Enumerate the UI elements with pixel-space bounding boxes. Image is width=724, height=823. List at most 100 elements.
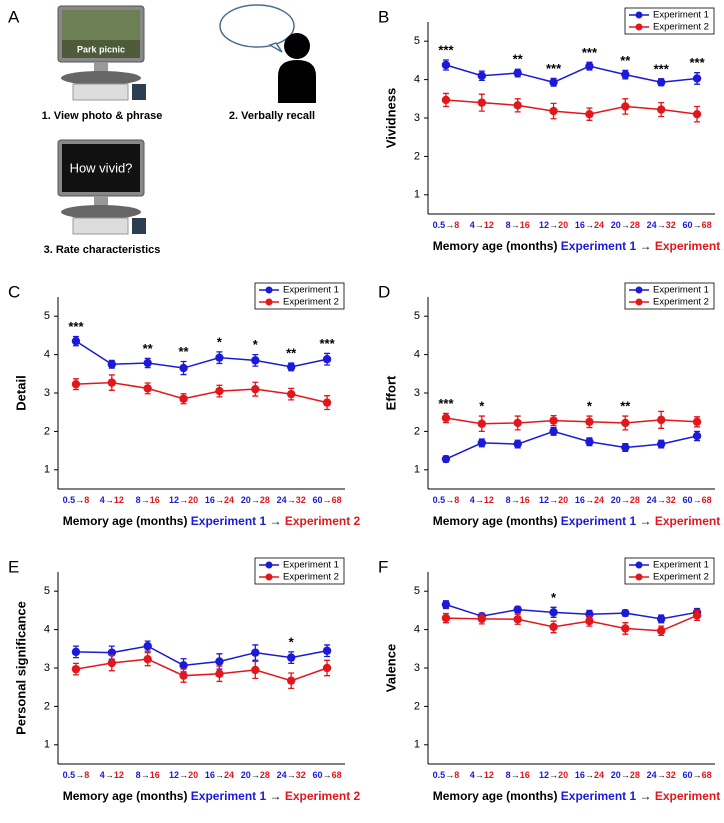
significance: ***: [319, 336, 335, 351]
panel-letter: E: [8, 557, 19, 576]
x-axis-label-from: Experiment 1: [561, 789, 637, 803]
legend-label: Experiment 2: [283, 572, 339, 583]
x-axis-label-text: Memory age (months): [433, 789, 558, 803]
point: [656, 105, 666, 114]
y-tick-label: 5: [414, 35, 420, 47]
point: [692, 431, 702, 441]
x-tick-label: 24→32: [277, 495, 306, 505]
point: [179, 363, 188, 373]
point: [656, 614, 666, 624]
mouse-pad: [132, 218, 146, 234]
significance: **: [286, 345, 297, 360]
series-line: [445, 64, 698, 84]
point: [585, 417, 594, 426]
point: [251, 665, 260, 675]
point: [656, 415, 666, 425]
point: [215, 669, 224, 678]
point: [549, 427, 558, 436]
x-axis-label-from: Experiment 1: [191, 514, 267, 528]
point: [513, 418, 522, 428]
screen: [62, 144, 140, 192]
point: [656, 78, 666, 87]
point: [621, 102, 630, 111]
point: [143, 641, 152, 651]
point: [549, 78, 558, 87]
point: [286, 676, 296, 685]
point: [215, 657, 224, 666]
x-axis-label-arrow: →: [640, 789, 652, 803]
y-axis-label: Detail: [13, 375, 28, 410]
y-tick-label: 1: [414, 189, 420, 201]
point: [143, 358, 152, 368]
y-tick-label: 2: [44, 425, 50, 437]
significance: **: [513, 52, 524, 67]
y-tick-label: 4: [414, 624, 420, 636]
photo-trees: [62, 10, 140, 40]
point: [513, 605, 522, 614]
y-tick-label: 5: [44, 310, 50, 322]
x-axis-label: Memory age (months) Experiment 1 → Exper…: [63, 514, 361, 528]
point: [585, 616, 594, 626]
point: [251, 384, 260, 394]
point: [322, 663, 332, 673]
point: [477, 71, 487, 80]
point: [441, 413, 451, 423]
legend-label: Experiment 1: [283, 285, 339, 296]
significance: ***: [438, 396, 454, 411]
y-tick-label: 1: [414, 464, 420, 476]
bubble-tail: [268, 42, 283, 53]
significance: ***: [689, 55, 705, 70]
point: [215, 353, 224, 362]
x-tick-label: 60→68: [313, 495, 342, 505]
x-tick-label: 24→32: [647, 220, 676, 230]
point: [585, 109, 594, 119]
x-tick-label: 20→28: [611, 220, 640, 230]
screen-text: How vivid?: [70, 160, 133, 175]
point: [621, 443, 630, 452]
significance: ***: [438, 42, 454, 57]
legend-label: Experiment 1: [653, 285, 709, 296]
x-tick-label: 24→32: [647, 495, 676, 505]
panel-letter: D: [378, 282, 390, 301]
significance: *: [587, 398, 593, 413]
point: [286, 389, 296, 399]
y-tick-label: 3: [414, 662, 420, 674]
point: [513, 101, 522, 110]
x-tick-label: 12→20: [539, 770, 568, 780]
point: [585, 437, 594, 446]
x-axis-label-to: Experiment 2: [655, 514, 724, 528]
y-tick-label: 3: [44, 662, 50, 674]
x-axis-label-to: Experiment 2: [655, 789, 724, 803]
x-tick-label: 4→12: [100, 495, 124, 505]
x-axis-label-arrow: →: [270, 789, 282, 803]
x-tick-label: 0.5→8: [433, 495, 460, 505]
y-tick-label: 3: [44, 387, 50, 399]
x-tick-label: 4→12: [470, 495, 494, 505]
point: [656, 439, 666, 449]
y-tick-label: 1: [44, 739, 50, 751]
legend-marker: [265, 561, 273, 569]
point: [621, 70, 630, 79]
x-tick-label: 16→24: [205, 495, 234, 505]
legend-label: Experiment 1: [283, 560, 339, 571]
x-tick-label: 20→28: [611, 495, 640, 505]
x-tick-label: 16→24: [575, 495, 604, 505]
x-tick-label: 20→28: [241, 495, 270, 505]
panel-letter: A: [8, 7, 20, 26]
point: [441, 60, 451, 70]
legend-marker: [635, 286, 643, 294]
y-tick-label: 2: [44, 700, 50, 712]
point: [477, 614, 487, 624]
x-tick-label: 0.5→8: [63, 770, 90, 780]
series-line: [75, 658, 328, 682]
x-tick-label: 0.5→8: [433, 220, 460, 230]
point: [107, 658, 117, 668]
x-tick-label: 4→12: [100, 770, 124, 780]
x-tick-label: 20→28: [241, 770, 270, 780]
panel-letter: C: [8, 282, 20, 301]
x-axis-label-arrow: →: [270, 514, 282, 528]
x-tick-label: 60→68: [683, 770, 712, 780]
legend-marker: [265, 286, 273, 294]
speech-bubble: [219, 4, 295, 48]
point: [549, 608, 558, 617]
